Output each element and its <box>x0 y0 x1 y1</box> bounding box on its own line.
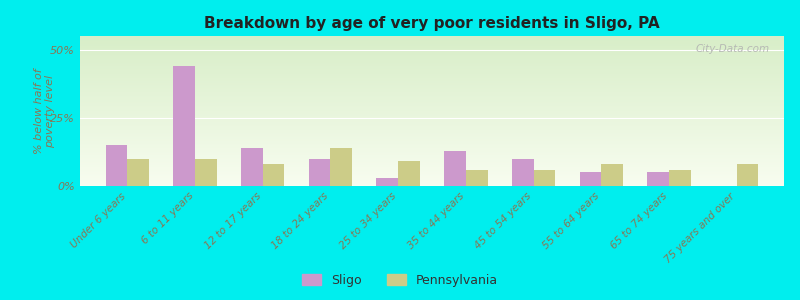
Bar <box>106 145 127 186</box>
Bar <box>195 159 217 186</box>
Bar <box>241 148 262 186</box>
Bar <box>647 172 669 186</box>
Bar <box>534 169 555 186</box>
Bar <box>309 159 330 186</box>
Bar <box>127 159 149 186</box>
Bar <box>330 148 352 186</box>
Bar <box>669 169 690 186</box>
Y-axis label: % below half of
poverty level: % below half of poverty level <box>34 68 55 154</box>
Bar <box>377 178 398 186</box>
Legend: Sligo, Pennsylvania: Sligo, Pennsylvania <box>298 270 502 291</box>
Bar <box>444 151 466 186</box>
Bar <box>466 169 487 186</box>
Bar <box>262 164 285 186</box>
Text: City-Data.com: City-Data.com <box>696 44 770 53</box>
Title: Breakdown by age of very poor residents in Sligo, PA: Breakdown by age of very poor residents … <box>204 16 660 31</box>
Bar <box>398 161 420 186</box>
Bar <box>579 172 602 186</box>
Bar <box>737 164 758 186</box>
Bar <box>512 159 534 186</box>
Bar <box>174 66 195 186</box>
Bar <box>602 164 623 186</box>
